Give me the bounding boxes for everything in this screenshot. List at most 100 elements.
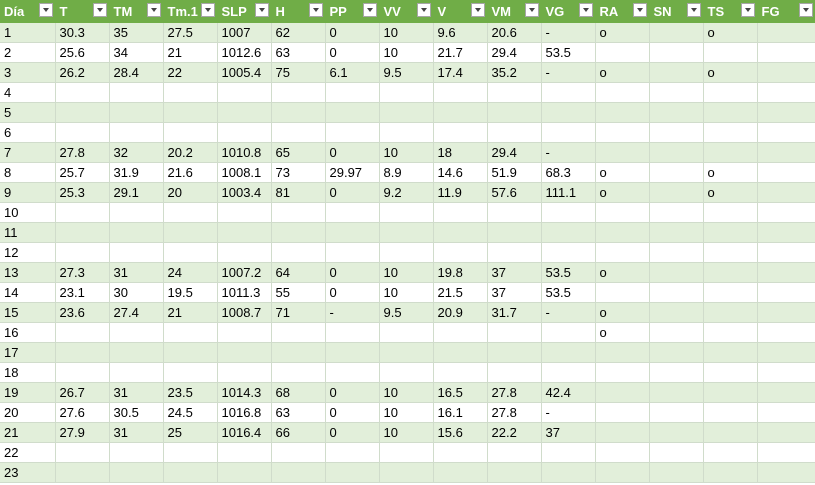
table-cell[interactable] [325, 122, 380, 143]
table-cell[interactable] [433, 462, 488, 483]
table-cell[interactable]: 21.7 [433, 42, 488, 63]
table-cell[interactable] [703, 462, 758, 483]
table-cell[interactable] [109, 122, 164, 143]
table-cell[interactable] [271, 342, 326, 363]
table-cell[interactable]: 10 [379, 402, 434, 423]
table-cell[interactable] [757, 362, 815, 383]
day-cell[interactable]: 12 [0, 242, 56, 263]
table-cell[interactable] [595, 442, 650, 463]
table-cell[interactable] [379, 82, 434, 103]
table-cell[interactable] [649, 402, 704, 423]
day-cell[interactable]: 7 [0, 142, 56, 163]
table-cell[interactable] [379, 322, 434, 343]
table-cell[interactable]: 1003.4 [217, 182, 272, 203]
table-cell[interactable] [325, 442, 380, 463]
table-cell[interactable] [55, 342, 110, 363]
filter-dropdown-icon[interactable] [92, 3, 107, 17]
table-cell[interactable]: 1008.7 [217, 302, 272, 323]
table-cell[interactable]: 53.5 [541, 282, 596, 303]
table-cell[interactable] [649, 142, 704, 163]
day-cell[interactable]: 1 [0, 22, 56, 43]
table-cell[interactable] [703, 102, 758, 123]
table-cell[interactable]: 27.8 [55, 142, 110, 163]
table-cell[interactable] [379, 242, 434, 263]
table-cell[interactable] [163, 122, 218, 143]
table-cell[interactable] [487, 242, 542, 263]
table-cell[interactable] [55, 462, 110, 483]
table-cell[interactable] [649, 102, 704, 123]
table-cell[interactable] [649, 442, 704, 463]
table-cell[interactable] [703, 242, 758, 263]
table-cell[interactable] [595, 122, 650, 143]
table-cell[interactable]: 1010.8 [217, 142, 272, 163]
table-cell[interactable] [703, 282, 758, 303]
table-cell[interactable]: 21 [163, 302, 218, 323]
filter-dropdown-icon[interactable] [524, 3, 539, 17]
table-cell[interactable]: 1007.2 [217, 262, 272, 283]
table-cell[interactable]: 6.1 [325, 62, 380, 83]
table-cell[interactable] [487, 442, 542, 463]
table-cell[interactable] [649, 22, 704, 43]
day-cell[interactable]: 22 [0, 442, 56, 463]
table-cell[interactable] [217, 122, 272, 143]
table-cell[interactable]: - [541, 62, 596, 83]
table-cell[interactable]: 22.2 [487, 422, 542, 443]
day-cell[interactable]: 4 [0, 82, 56, 103]
table-cell[interactable]: 10 [379, 382, 434, 403]
table-cell[interactable]: 21 [163, 42, 218, 63]
table-cell[interactable]: 10 [379, 42, 434, 63]
table-cell[interactable]: 42.4 [541, 382, 596, 403]
table-cell[interactable] [163, 462, 218, 483]
table-cell[interactable]: 53.5 [541, 262, 596, 283]
table-cell[interactable] [649, 382, 704, 403]
table-cell[interactable]: 63 [271, 402, 326, 423]
table-cell[interactable] [163, 322, 218, 343]
table-cell[interactable] [595, 82, 650, 103]
day-cell[interactable]: 6 [0, 122, 56, 143]
filter-dropdown-icon[interactable] [254, 3, 269, 17]
table-cell[interactable]: 71 [271, 302, 326, 323]
table-cell[interactable]: 31 [109, 382, 164, 403]
table-cell[interactable] [541, 322, 596, 343]
table-cell[interactable]: 11.9 [433, 182, 488, 203]
table-cell[interactable] [541, 362, 596, 383]
column-header[interactable]: Día [0, 0, 56, 23]
table-cell[interactable]: 75 [271, 62, 326, 83]
table-cell[interactable] [433, 322, 488, 343]
table-cell[interactable] [379, 202, 434, 223]
table-cell[interactable]: 29.4 [487, 142, 542, 163]
table-cell[interactable] [595, 422, 650, 443]
table-cell[interactable]: 32 [109, 142, 164, 163]
column-header[interactable]: VM [487, 0, 542, 23]
table-cell[interactable] [433, 242, 488, 263]
table-cell[interactable]: 34 [109, 42, 164, 63]
day-cell[interactable]: 17 [0, 342, 56, 363]
table-cell[interactable]: 10 [379, 142, 434, 163]
table-cell[interactable] [163, 202, 218, 223]
table-cell[interactable]: 57.6 [487, 182, 542, 203]
table-cell[interactable]: o [703, 62, 758, 83]
day-cell[interactable]: 15 [0, 302, 56, 323]
column-header[interactable]: T [55, 0, 110, 23]
table-cell[interactable] [757, 442, 815, 463]
table-cell[interactable]: 0 [325, 262, 380, 283]
table-cell[interactable] [379, 222, 434, 243]
table-cell[interactable]: 20.9 [433, 302, 488, 323]
table-cell[interactable]: - [541, 402, 596, 423]
table-cell[interactable]: 10 [379, 282, 434, 303]
table-cell[interactable] [703, 202, 758, 223]
table-cell[interactable] [757, 82, 815, 103]
table-cell[interactable] [649, 82, 704, 103]
table-cell[interactable] [649, 302, 704, 323]
table-cell[interactable] [271, 82, 326, 103]
table-cell[interactable] [541, 82, 596, 103]
table-cell[interactable]: 18 [433, 142, 488, 163]
table-cell[interactable] [325, 242, 380, 263]
table-cell[interactable] [109, 462, 164, 483]
column-header[interactable]: VG [541, 0, 596, 23]
table-cell[interactable] [757, 162, 815, 183]
day-cell[interactable]: 5 [0, 102, 56, 123]
table-cell[interactable] [271, 102, 326, 123]
table-cell[interactable]: 24.5 [163, 402, 218, 423]
table-cell[interactable]: o [595, 302, 650, 323]
